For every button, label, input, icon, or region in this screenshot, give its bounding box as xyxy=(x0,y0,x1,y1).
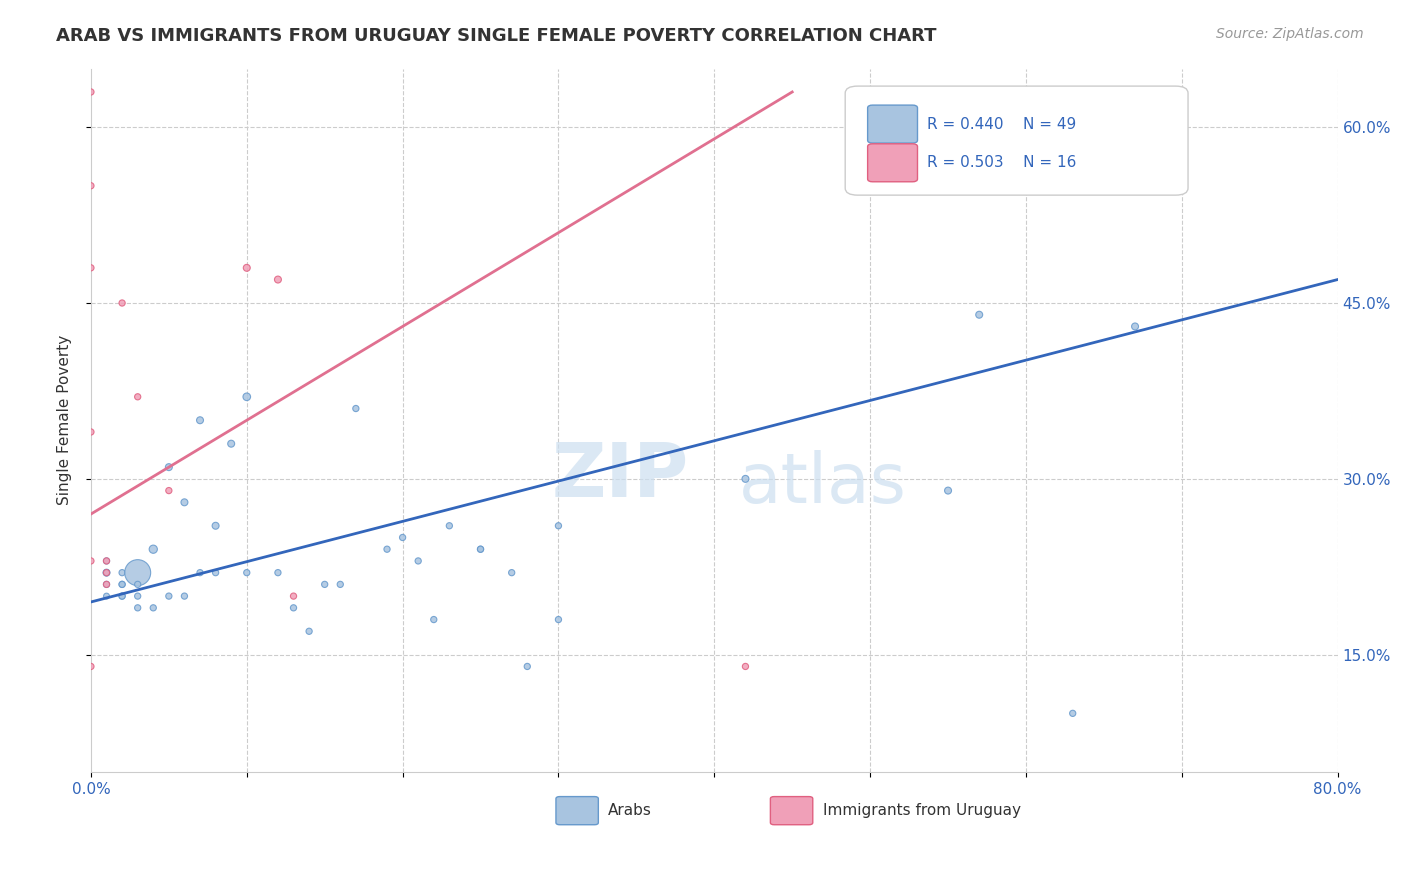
Point xyxy=(204,566,226,580)
Point xyxy=(96,566,118,580)
Point xyxy=(1123,319,1146,334)
FancyBboxPatch shape xyxy=(845,87,1188,195)
Point xyxy=(547,613,569,627)
Point xyxy=(96,554,118,568)
Point xyxy=(219,436,242,450)
Point xyxy=(127,390,149,404)
Point xyxy=(80,425,103,439)
Point xyxy=(188,566,211,580)
Point xyxy=(80,260,103,275)
Point xyxy=(298,624,321,639)
Point xyxy=(188,413,211,427)
Point xyxy=(344,401,367,416)
Point xyxy=(127,577,149,591)
FancyBboxPatch shape xyxy=(868,144,918,182)
Point xyxy=(96,566,118,580)
Point xyxy=(96,566,118,580)
FancyBboxPatch shape xyxy=(555,797,599,825)
Point xyxy=(406,554,429,568)
Text: R = 0.440    N = 49: R = 0.440 N = 49 xyxy=(928,117,1077,132)
Point xyxy=(96,577,118,591)
Point xyxy=(236,260,259,275)
Point xyxy=(127,600,149,615)
Point xyxy=(80,178,103,193)
Point xyxy=(283,589,305,603)
Text: atlas: atlas xyxy=(740,450,907,517)
Text: Arabs: Arabs xyxy=(609,803,652,818)
Point xyxy=(267,272,290,286)
Point xyxy=(96,577,118,591)
FancyBboxPatch shape xyxy=(868,105,918,143)
Point xyxy=(236,390,259,404)
Point xyxy=(439,518,461,533)
Point xyxy=(967,308,990,322)
Point xyxy=(329,577,352,591)
Point xyxy=(734,472,756,486)
Text: Immigrants from Uruguay: Immigrants from Uruguay xyxy=(823,803,1021,818)
Point xyxy=(127,589,149,603)
Text: R = 0.503    N = 16: R = 0.503 N = 16 xyxy=(928,155,1077,170)
Point xyxy=(173,495,195,509)
Point xyxy=(734,659,756,673)
Point xyxy=(936,483,959,498)
Text: ZIP: ZIP xyxy=(553,440,689,513)
Point xyxy=(111,577,134,591)
Y-axis label: Single Female Poverty: Single Female Poverty xyxy=(58,335,72,506)
Point xyxy=(111,589,134,603)
Point xyxy=(1062,706,1084,721)
Text: ARAB VS IMMIGRANTS FROM URUGUAY SINGLE FEMALE POVERTY CORRELATION CHART: ARAB VS IMMIGRANTS FROM URUGUAY SINGLE F… xyxy=(56,27,936,45)
Point xyxy=(236,566,259,580)
Point xyxy=(127,566,149,580)
Point xyxy=(470,542,492,557)
Point xyxy=(547,518,569,533)
Point xyxy=(80,85,103,99)
Point xyxy=(204,518,226,533)
Point xyxy=(96,589,118,603)
Point xyxy=(391,531,413,545)
Point xyxy=(111,589,134,603)
Point xyxy=(142,600,165,615)
Point xyxy=(111,296,134,310)
Point xyxy=(267,566,290,580)
Point xyxy=(314,577,336,591)
Point xyxy=(111,566,134,580)
Point xyxy=(375,542,398,557)
Point xyxy=(157,589,180,603)
Text: Source: ZipAtlas.com: Source: ZipAtlas.com xyxy=(1216,27,1364,41)
Point xyxy=(157,460,180,475)
Point xyxy=(501,566,523,580)
Point xyxy=(423,613,446,627)
FancyBboxPatch shape xyxy=(770,797,813,825)
Point xyxy=(111,577,134,591)
Point xyxy=(516,659,538,673)
Point xyxy=(80,659,103,673)
Point xyxy=(157,483,180,498)
Point xyxy=(96,554,118,568)
Point xyxy=(173,589,195,603)
Point xyxy=(470,542,492,557)
Point xyxy=(80,554,103,568)
Point xyxy=(142,542,165,557)
Point xyxy=(283,600,305,615)
